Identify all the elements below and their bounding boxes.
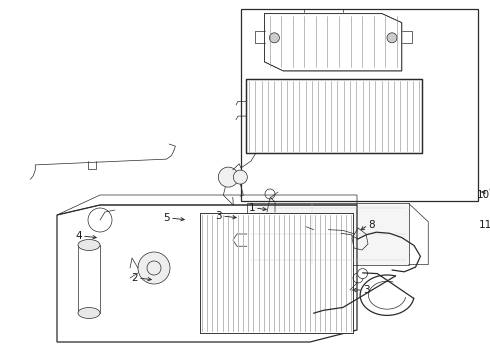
Text: 8: 8 [368, 220, 375, 230]
Ellipse shape [78, 239, 100, 251]
Text: 9: 9 [488, 187, 490, 197]
Bar [241, 9, 478, 201]
Circle shape [270, 33, 279, 43]
Text: 1: 1 [248, 203, 255, 213]
Bar [247, 203, 409, 265]
Circle shape [358, 269, 368, 279]
Text: 11: 11 [479, 220, 490, 230]
Bar [246, 79, 422, 153]
Text: 3: 3 [363, 285, 369, 295]
Text: 4: 4 [75, 231, 82, 241]
Text: 3: 3 [216, 211, 222, 221]
Bar [78, 245, 100, 313]
Text: 10: 10 [477, 190, 490, 200]
Ellipse shape [78, 307, 100, 319]
Bar [246, 79, 422, 153]
Circle shape [219, 167, 238, 187]
Circle shape [387, 33, 397, 43]
Bar [200, 213, 353, 333]
Bar [200, 213, 353, 333]
Circle shape [233, 170, 247, 184]
Text: 2: 2 [131, 273, 138, 283]
Text: 5: 5 [163, 213, 170, 223]
Circle shape [138, 252, 170, 284]
